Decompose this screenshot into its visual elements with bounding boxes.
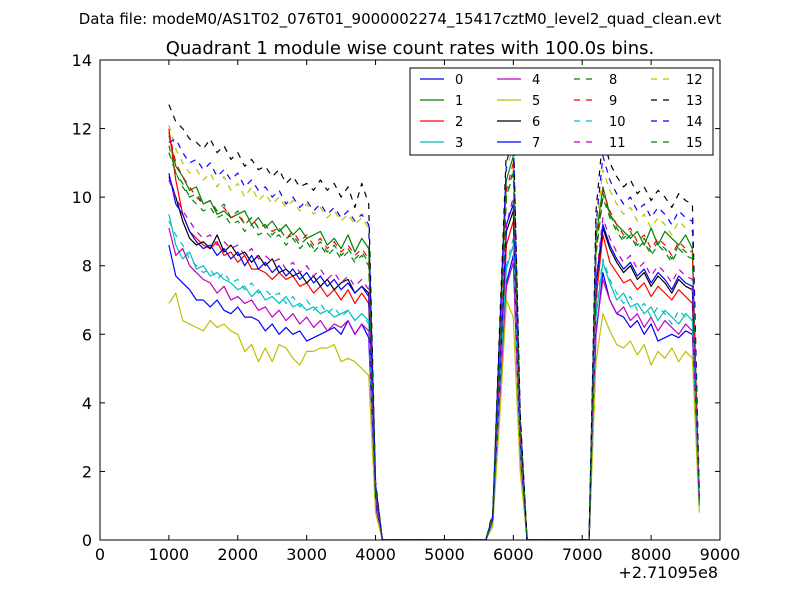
series-line-14: [168, 134, 700, 540]
series-line-12: [168, 124, 700, 540]
series-line-2: [168, 128, 700, 540]
legend-label-0: 0: [455, 73, 463, 88]
legend-box: [409, 67, 714, 156]
legend-label-2: 2: [455, 115, 463, 130]
x-tick-label: 1000: [149, 545, 190, 564]
series-line-15: [168, 152, 700, 540]
y-tick-label: 12: [72, 120, 92, 139]
legend-label-11: 11: [609, 136, 626, 151]
series-line-5: [168, 292, 700, 540]
series-line-13: [168, 104, 700, 540]
x-tick-label: 3000: [286, 545, 327, 564]
axes-frame: [99, 59, 721, 541]
y-tick-label: 6: [82, 325, 92, 344]
legend-label-4: 4: [532, 73, 540, 88]
legend-label-9: 9: [609, 94, 617, 109]
y-tick-label: 10: [72, 188, 92, 207]
x-tick-label: 6000: [493, 545, 534, 564]
series-line-7: [168, 172, 700, 540]
legend-label-3: 3: [455, 136, 463, 151]
legend-label-5: 5: [532, 94, 540, 109]
legend-label-15: 15: [686, 136, 703, 151]
series-line-11: [168, 179, 700, 540]
y-tick-label: 2: [82, 462, 92, 481]
legend-label-13: 13: [686, 94, 703, 109]
y-tick-label: 0: [82, 531, 92, 550]
x-tick-label: 0: [95, 545, 105, 564]
x-tick-label: 4000: [355, 545, 396, 564]
series-line-10: [168, 220, 700, 540]
series-line-9: [168, 131, 700, 540]
y-tick-label: 14: [72, 51, 92, 70]
legend-label-14: 14: [686, 115, 703, 130]
legend-label-10: 10: [609, 115, 626, 130]
series-line-8: [168, 145, 700, 540]
x-axis-offset-label: +2.71095e8: [618, 563, 718, 582]
legend-label-7: 7: [532, 136, 540, 151]
series-line-4: [168, 227, 700, 540]
chart-title: Quadrant 1 module wise count rates with …: [166, 38, 655, 59]
series-line-6: [168, 176, 700, 540]
legend-label-8: 8: [609, 73, 617, 88]
data-file-suptitle: Data file: modeM0/AS1T02_076T01_90000022…: [79, 10, 722, 29]
legend-label-12: 12: [686, 73, 703, 88]
series-line-0: [168, 244, 700, 540]
y-tick-label: 8: [82, 257, 92, 276]
y-tick-label: 4: [82, 394, 92, 413]
series-line-1: [168, 135, 700, 540]
plot-area: [168, 104, 700, 540]
x-tick-label: 7000: [562, 545, 603, 564]
x-tick-label: 9000: [700, 545, 741, 564]
x-tick-label: 2000: [217, 545, 258, 564]
legend-label-1: 1: [455, 94, 463, 109]
x-tick-label: 5000: [424, 545, 465, 564]
axes: 0 1000 2000 3000 4000 5000 6000 7000 8000 9000 0 2 4…: [72, 51, 741, 564]
x-tick-label: 8000: [631, 545, 672, 564]
legend-label-6: 6: [532, 115, 540, 130]
